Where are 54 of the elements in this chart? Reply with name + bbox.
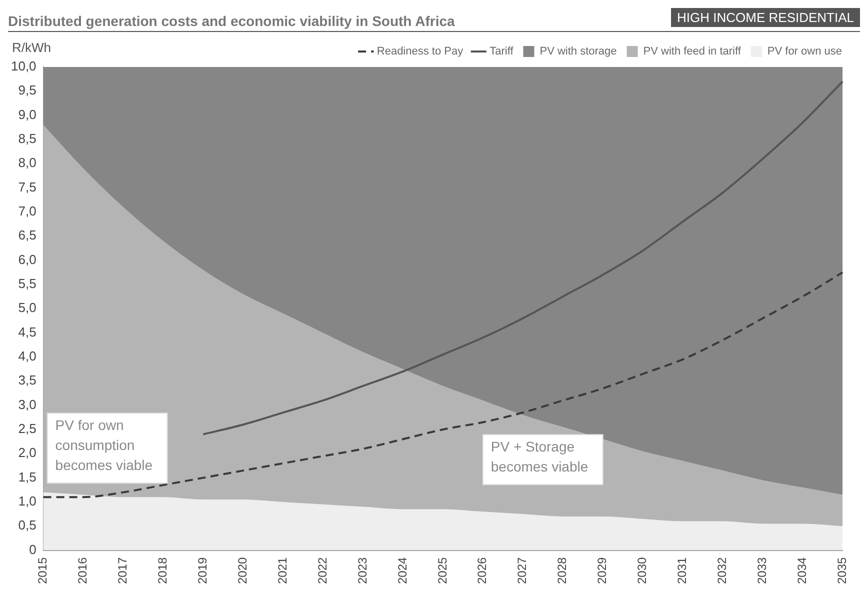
annotation: PV + Storage becomes viable — [490, 438, 588, 474]
annotation: PV for own consumption becomes viable — [55, 417, 153, 473]
x-tick-label: 2026 — [475, 556, 490, 584]
y-tick-label: 1,0 — [18, 494, 36, 509]
y-tick-label: 2,0 — [18, 445, 36, 460]
y-axis-title: R/kWh — [12, 40, 51, 56]
x-tick-label: 2025 — [435, 556, 450, 584]
legend-label: PV with storage — [540, 46, 617, 58]
x-tick-label: 2015 — [36, 556, 50, 584]
y-tick-label: 4,5 — [18, 324, 36, 340]
x-tick-label: 2022 — [315, 556, 330, 584]
legend-label: Readiness to Pay — [376, 46, 464, 58]
y-tick-label: 7,0 — [18, 204, 36, 219]
x-tick-label: 2019 — [195, 556, 210, 584]
x-tick-label: 2034 — [794, 556, 809, 584]
y-tick-label: 3,0 — [18, 396, 36, 412]
legend-label: PV for own use — [767, 46, 842, 58]
x-tick-label: 2024 — [395, 556, 410, 584]
y-tick-label: 8,5 — [18, 131, 36, 146]
chart-title: Distributed generation costs and economic viability in South Africa — [8, 13, 455, 29]
x-tick-label: 2033 — [754, 556, 769, 584]
y-tick-label: 9,5 — [18, 82, 36, 98]
x-tick-label: 2016 — [76, 556, 90, 584]
x-tick-label: 2030 — [635, 556, 650, 584]
x-tick-label: 2018 — [156, 556, 170, 584]
line-series — [202, 80, 844, 436]
y-tick-label: 4,0 — [18, 348, 36, 364]
y-tick-label: 5,0 — [18, 300, 36, 316]
x-tick-label: 2032 — [715, 556, 730, 584]
y-tick-label: 3,5 — [18, 372, 36, 388]
x-tick-label: 2023 — [355, 556, 370, 584]
x-tick-label: 2031 — [675, 556, 690, 584]
y-tick-label: 0 — [29, 542, 36, 557]
legend-label: PV with feed in tariff — [643, 46, 742, 58]
x-tick-label: 2029 — [595, 556, 610, 584]
y-tick-label: 7,5 — [18, 179, 36, 194]
y-tick-label: 5,5 — [18, 276, 36, 292]
y-tick-label: 2,5 — [18, 421, 36, 436]
x-tick-label: 2028 — [555, 556, 570, 584]
x-tick-label: 2027 — [515, 556, 530, 584]
y-tick-label: 9,0 — [18, 106, 36, 122]
line-series — [42, 271, 844, 498]
x-tick-label: 2035 — [834, 556, 849, 584]
y-tick-label: 1,5 — [18, 469, 36, 484]
y-tick-label: 6,5 — [18, 228, 36, 243]
x-tick-label: 2017 — [116, 556, 130, 584]
x-tick-label: 2021 — [275, 556, 290, 584]
y-tick-label: 0,5 — [18, 518, 36, 533]
x-tick-label: 2020 — [235, 556, 250, 584]
legend-label: Tariff — [490, 46, 514, 58]
y-tick-label: 6,0 — [18, 252, 36, 267]
chart-subtitle: HIGH INCOME RESIDENTIAL — [671, 8, 860, 27]
y-tick-label: 8,0 — [18, 155, 36, 170]
y-tick-label: 10,0 — [10, 58, 36, 74]
